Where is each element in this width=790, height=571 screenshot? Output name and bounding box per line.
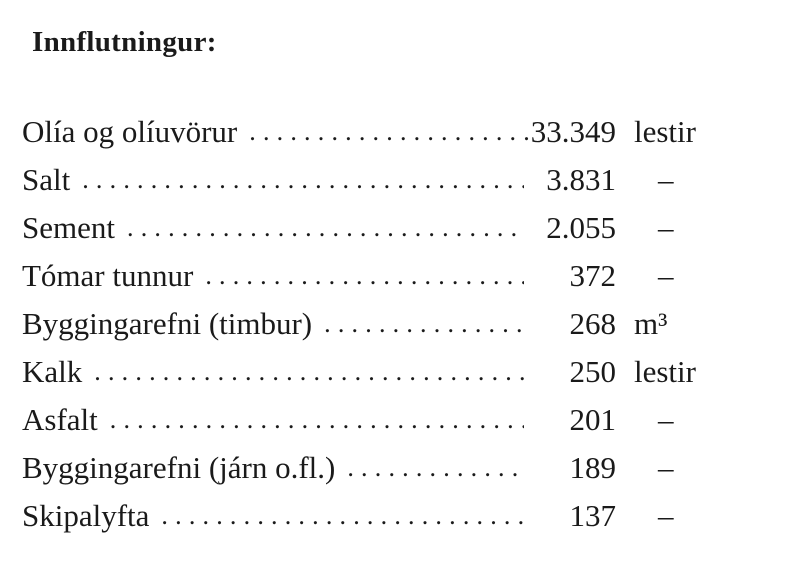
item-unit: lestir [634,354,696,389]
item-label: Olía og olíuvörur [22,114,238,149]
item-label: Kalk [22,354,83,389]
dot-leader: ........................................… [205,261,524,290]
item-value: 3.831 [546,162,616,197]
item-value: 2.055 [546,210,616,245]
table-row: Skipalyfta..............................… [22,492,722,540]
item-unit: – [658,258,674,293]
row-main: Skipalyfta..............................… [22,492,616,540]
row-main: Byggingarefni (timbur)..................… [22,300,616,348]
table-row: Salt....................................… [22,156,722,204]
table-row: Byggingarefni (timbur)..................… [22,300,722,348]
item-value: 33.349 [530,114,616,149]
row-main: Salt....................................… [22,156,616,204]
item-label: Salt [22,162,71,197]
dot-leader: ........................................… [94,357,524,386]
item-label: Skipalyfta [22,498,150,533]
dot-leader: ........................................… [82,165,524,194]
item-unit: lestir [634,114,696,149]
item-value: 201 [569,402,617,437]
row-main: Olía og olíuvörur.......................… [22,108,616,156]
row-main: Sement..................................… [22,204,616,252]
dot-leader: ........................................… [324,309,524,338]
table-row: Tómar tunnur............................… [22,252,722,300]
section-title: Innflutningur: [32,26,217,58]
item-unit: – [658,498,674,533]
dot-leader: ........................................… [161,501,524,530]
item-unit: – [658,162,674,197]
dot-leader: ........................................… [249,117,531,146]
row-main: Tómar tunnur............................… [22,252,616,300]
item-value: 372 [569,258,617,293]
dot-leader: ........................................… [109,405,524,434]
item-label: Byggingarefni (timbur) [22,306,313,341]
row-main: Byggingarefni (járn o.fl.)..............… [22,444,616,492]
item-unit: m³ [634,306,668,341]
dot-leader: ........................................… [127,213,524,242]
item-value: 250 [569,354,617,389]
item-value: 268 [569,306,617,341]
row-main: Kalk....................................… [22,348,616,396]
table-row: Kalk....................................… [22,348,722,396]
item-unit: – [658,210,674,245]
item-label: Sement [22,210,115,245]
table-row: Byggingarefni (járn o.fl.)..............… [22,444,722,492]
table-row: Asfalt..................................… [22,396,722,444]
dot-leader: ........................................… [347,453,524,482]
table-row: Sement..................................… [22,204,722,252]
row-main: Asfalt..................................… [22,396,616,444]
table-row: Olía og olíuvörur.......................… [22,108,722,156]
item-unit: – [658,450,674,485]
item-unit: – [658,402,674,437]
item-label: Tómar tunnur [22,258,194,293]
item-label: Asfalt [22,402,98,437]
item-value: 189 [569,450,617,485]
item-label: Byggingarefni (járn o.fl.) [22,450,336,485]
item-value: 137 [569,498,617,533]
